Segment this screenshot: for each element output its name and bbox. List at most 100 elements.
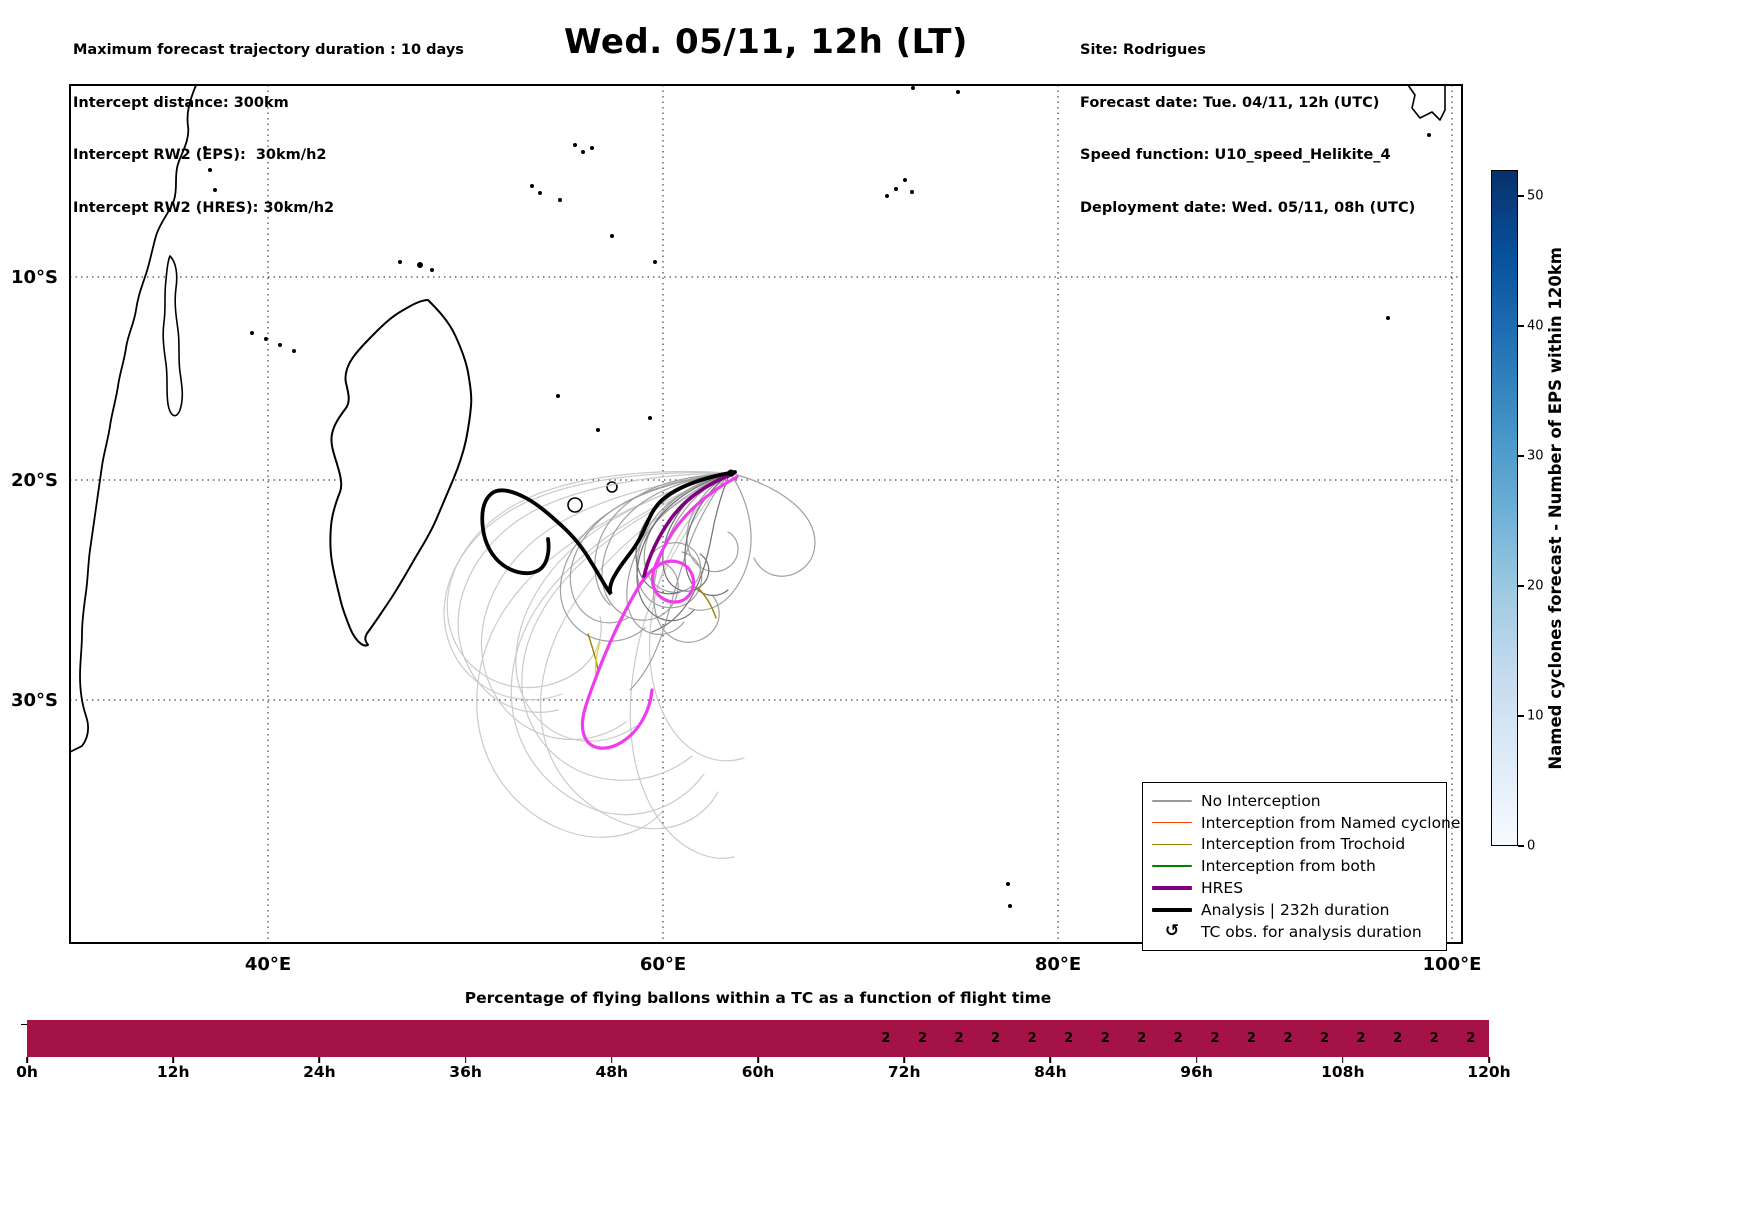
legend-item: Analysis | 232h duration (1151, 899, 1438, 921)
bottom-x-tick-label: 96h (1180, 1063, 1213, 1081)
bottom-x-tick-label: 0h (16, 1063, 38, 1081)
bottom-x-tick (1195, 1057, 1198, 1063)
island-dot (610, 234, 614, 238)
island-dot (278, 343, 282, 347)
interception-trochoid (697, 587, 717, 619)
colorbar-tick-label: 50 (1527, 188, 1544, 204)
island-dot (556, 394, 560, 398)
colorbar-tick-label: 20 (1527, 578, 1544, 594)
bottom-bar: 2 2 2 2 2 2 2 2 2 2 2 2 2 2 2 2 2 (27, 1020, 1489, 1057)
colorbar-label-text: Named cyclones forecast - Number of EPS … (1545, 246, 1565, 770)
legend-line-sample (1152, 865, 1192, 868)
colorbar-tick-label: 10 (1527, 708, 1544, 724)
legend-sample (1151, 843, 1193, 846)
island-dot (911, 86, 915, 90)
legend-line-sample (1152, 800, 1192, 802)
coastline-madagascar (329, 299, 473, 647)
eps-no-interception (510, 472, 731, 816)
eps-no-interception (629, 472, 735, 859)
bottom-x-tick-label: 48h (595, 1063, 629, 1081)
eps-no-interception (686, 472, 739, 573)
bar-annotation: 2 (1283, 1030, 1293, 1046)
bottom-chart-ytick (21, 1024, 27, 1026)
legend-item: Interception from Named cyclone (1151, 812, 1460, 834)
eps-no-interception (626, 472, 731, 635)
header-line: Site: Rodrigues (1080, 42, 1206, 58)
island-dot (653, 260, 657, 264)
island-dot (538, 191, 542, 195)
bar-annotation: 2 (881, 1030, 891, 1046)
island-dot (1008, 904, 1012, 908)
legend-label: Interception from Named cyclone (1201, 813, 1461, 832)
eps-no-interception (480, 472, 731, 741)
island-dot (430, 268, 434, 272)
island-dot (956, 90, 960, 94)
colorbar-tick (1518, 455, 1524, 457)
colorbar-tick (1518, 845, 1524, 847)
colorbar-tick-label: 0 (1527, 838, 1536, 854)
eps-no-interception (629, 472, 731, 691)
bar-annotation: 2 (1210, 1030, 1220, 1046)
bar-annotation: 2 (1429, 1030, 1439, 1046)
map-legend: No Interception Interception from Named c… (1142, 782, 1460, 951)
bottom-chart-title: Percentage of flying ballons within a TC… (464, 989, 1052, 1007)
header-line: Intercept distance: 300km (73, 94, 289, 111)
legend-line-sample (1152, 821, 1192, 824)
eps-no-interception (457, 472, 731, 713)
legend-sample (1151, 886, 1193, 891)
tc-obs-icon: ↺ (1164, 921, 1180, 942)
bar-annotation: 2 (1319, 1030, 1330, 1046)
bar-annotation: 2 (1466, 1030, 1476, 1046)
eps-no-interception (594, 472, 731, 606)
coastline-lake-malawi (162, 255, 184, 417)
island-dot (292, 349, 296, 353)
island-dot (398, 260, 402, 264)
bottom-x-tick-label: 60h (741, 1063, 775, 1081)
island-dot (910, 190, 914, 194)
legend-line-sample (1152, 907, 1192, 912)
bottom-x-tick (757, 1057, 759, 1063)
colorbar (1491, 170, 1518, 846)
bar-annotation: 2 (1246, 1030, 1256, 1046)
bar-annotation: 2 (1137, 1030, 1147, 1046)
eps-no-interception (446, 470, 731, 689)
legend-line-sample (1152, 886, 1192, 891)
island-dot (203, 146, 207, 150)
eps-no-interception (443, 471, 731, 701)
bottom-x-tick (1488, 1057, 1490, 1063)
x-tick-label: 100°E (1423, 954, 1482, 975)
bottom-x-tick-label: 84h (1034, 1063, 1067, 1081)
eps-no-interception (539, 472, 731, 830)
island-dot (894, 187, 898, 191)
bar-annotation: 2 (1173, 1030, 1183, 1046)
bottom-x-tick-label: 108h (1321, 1063, 1365, 1081)
legend-sample (1151, 821, 1193, 824)
eps-no-interception (651, 472, 731, 633)
island-dot (1386, 316, 1390, 320)
bar-annotation: 2 (1064, 1030, 1074, 1046)
legend-sample (1151, 800, 1193, 802)
legend-label: Analysis | 232h duration (1201, 900, 1390, 919)
bar-annotation: 2 (954, 1030, 964, 1046)
eps-no-interception (729, 472, 816, 577)
bottom-x-tick (1049, 1057, 1052, 1063)
island-dot (250, 331, 254, 335)
hres-trajectory (580, 475, 739, 750)
bar-annotation: 2 (1027, 1030, 1037, 1046)
colorbar-tick (1518, 195, 1524, 197)
legend-sample (1151, 907, 1193, 912)
legend-item: Interception from both (1151, 855, 1438, 877)
island-dot (208, 168, 212, 172)
y-tick-label: 20°S (11, 470, 58, 491)
legend-label: HRES (1201, 879, 1244, 898)
eps-no-interception (476, 472, 731, 838)
legend-label: Interception from Trochoid (1201, 835, 1406, 854)
island-dot (596, 428, 600, 432)
bottom-x-tick-label: 72h (887, 1063, 921, 1081)
colorbar-tick-label: 40 (1527, 318, 1544, 334)
bottom-x-tick (318, 1057, 321, 1063)
legend-item: Interception from Trochoid (1151, 834, 1438, 856)
legend-label: Interception from both (1201, 857, 1376, 876)
